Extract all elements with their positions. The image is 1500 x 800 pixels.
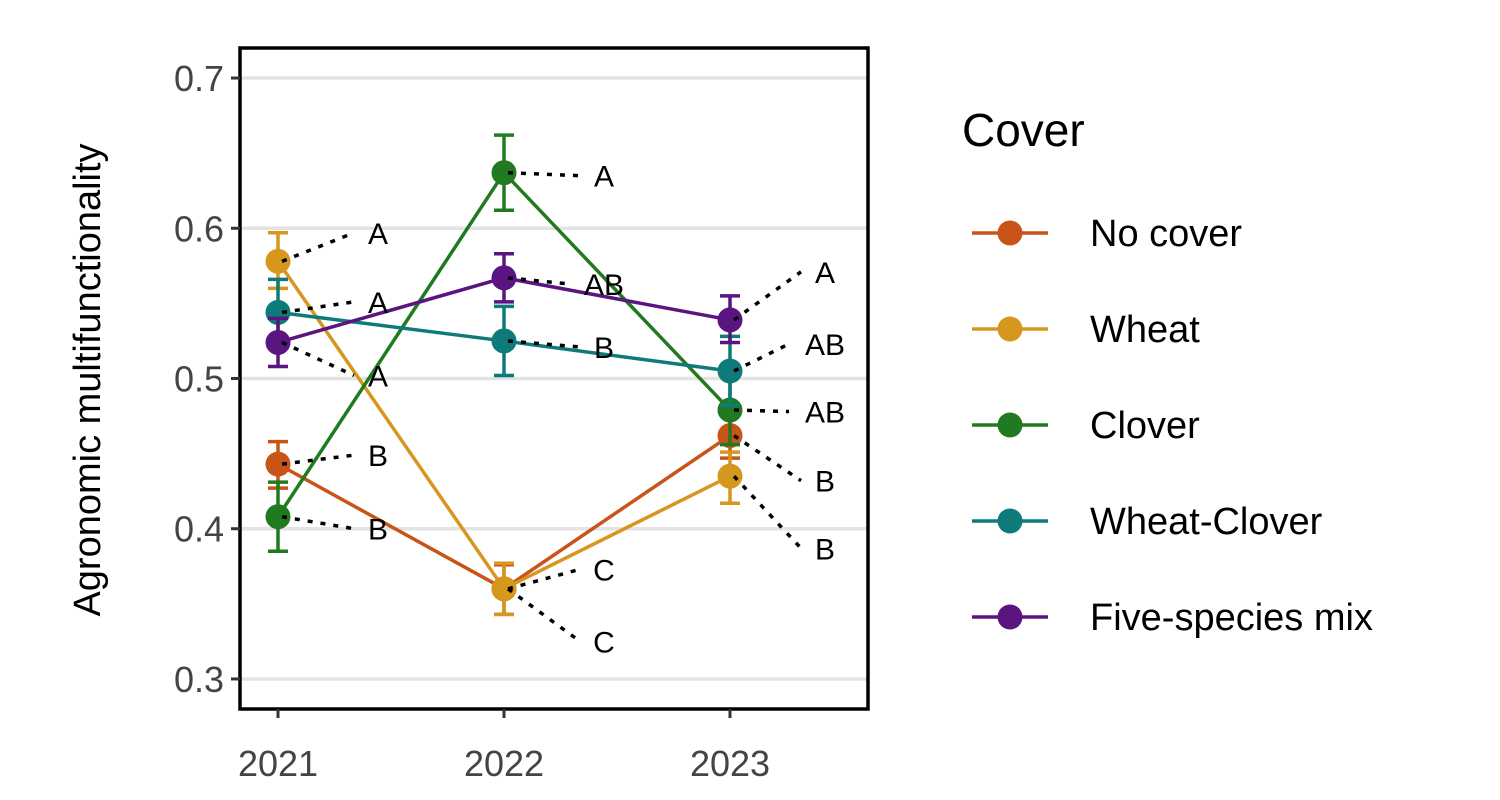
letter-leader-line <box>733 342 790 373</box>
y-tick-label: 0.6 <box>174 208 224 249</box>
significance-letter: A <box>368 218 388 251</box>
grid-lines <box>240 76 868 681</box>
legend-key-point <box>997 316 1023 342</box>
significance-letter: AB <box>805 329 845 362</box>
series-layer <box>265 133 743 617</box>
legend-item: Five-species mix <box>972 597 1373 639</box>
data-point <box>491 328 517 354</box>
y-tick-label: 0.3 <box>174 659 224 700</box>
significance-letter: AB <box>805 397 845 430</box>
data-point <box>717 463 743 489</box>
x-axis: 2021 2022 2023 <box>238 709 770 784</box>
letter-leader-line <box>733 408 790 414</box>
significance-letter: B <box>368 514 388 547</box>
letter-leader-line <box>507 170 581 178</box>
series-five-species-mix <box>265 252 743 369</box>
y-axis-title: Agronomic multifunctionality <box>67 143 109 616</box>
letter-leader-line <box>281 340 355 378</box>
letter-leader-line <box>281 300 355 315</box>
legend-label: Five-species mix <box>1090 597 1373 639</box>
letter-leader-line <box>507 276 569 286</box>
data-point <box>491 265 517 291</box>
legend-title: Cover <box>962 104 1085 156</box>
significance-letter: C <box>593 554 615 587</box>
letter-leader-line <box>281 514 355 531</box>
legend-key-point <box>997 220 1023 246</box>
y-tick-label: 0.7 <box>174 58 224 99</box>
legend-item: Wheat-Clover <box>972 501 1323 543</box>
x-tick-label: 2022 <box>464 743 544 784</box>
y-axis: 0.3 0.4 0.5 0.6 0.7 <box>174 58 240 700</box>
legend-label: Wheat-Clover <box>1090 501 1323 543</box>
significance-letter: B <box>815 466 835 499</box>
data-point <box>491 576 517 602</box>
data-point <box>265 329 291 355</box>
legend-key-point <box>997 604 1023 630</box>
significance-letter: A <box>368 287 388 320</box>
significance-letter: C <box>593 626 615 659</box>
data-point <box>491 160 517 186</box>
x-tick-label: 2023 <box>690 743 770 784</box>
data-point <box>265 451 291 477</box>
significance-letter: A <box>815 257 835 290</box>
y-tick-label: 0.4 <box>174 509 224 550</box>
legend-label: No cover <box>1090 213 1242 255</box>
significance-letter: A <box>368 360 388 393</box>
legend-item: Clover <box>972 405 1200 447</box>
legend-key-point <box>997 508 1023 534</box>
letter-leader-line <box>732 270 803 322</box>
letter-leader-line <box>506 587 582 643</box>
data-point <box>265 504 291 530</box>
significance-letter: B <box>368 440 388 473</box>
series-wheat-clover <box>265 277 743 408</box>
legend: Cover No cover Wheat Clover Wheat-Clover Fiv… <box>962 104 1373 639</box>
data-point <box>717 358 743 384</box>
legend-label: Wheat <box>1090 309 1200 351</box>
letter-leader-line <box>281 231 355 263</box>
significance-letter: A <box>594 161 614 194</box>
significance-letter: B <box>594 332 614 365</box>
legend-item: Wheat <box>972 309 1200 351</box>
data-point <box>717 307 743 333</box>
letter-leader-line <box>733 434 802 483</box>
data-point <box>265 248 291 274</box>
legend-label: Clover <box>1090 405 1200 447</box>
legend-key-point <box>997 412 1023 438</box>
significance-letter: B <box>815 533 835 566</box>
y-tick-label: 0.5 <box>174 359 224 400</box>
legend-item: No cover <box>972 213 1242 255</box>
letter-leader-line <box>732 474 803 550</box>
x-tick-label: 2021 <box>238 743 318 784</box>
significance-letter: AB <box>584 269 624 302</box>
